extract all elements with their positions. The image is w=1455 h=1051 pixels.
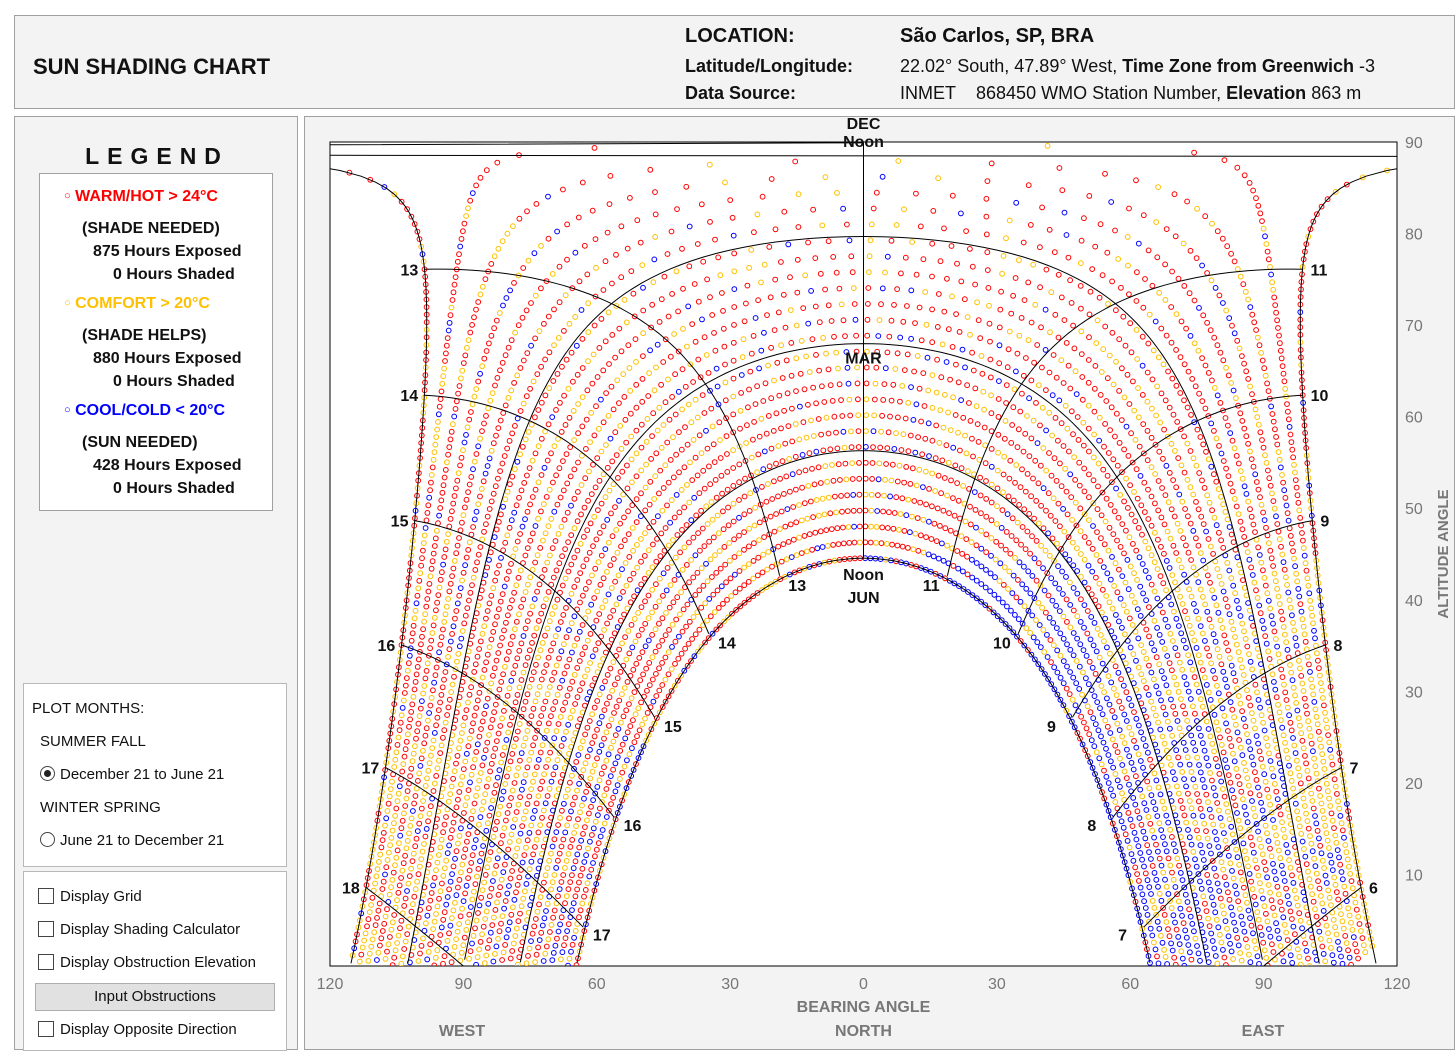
sun-dot — [1424, 162, 1429, 167]
sun-dot — [256, 158, 261, 163]
sun-dot — [314, 164, 319, 169]
sun-dot — [155, 154, 160, 159]
